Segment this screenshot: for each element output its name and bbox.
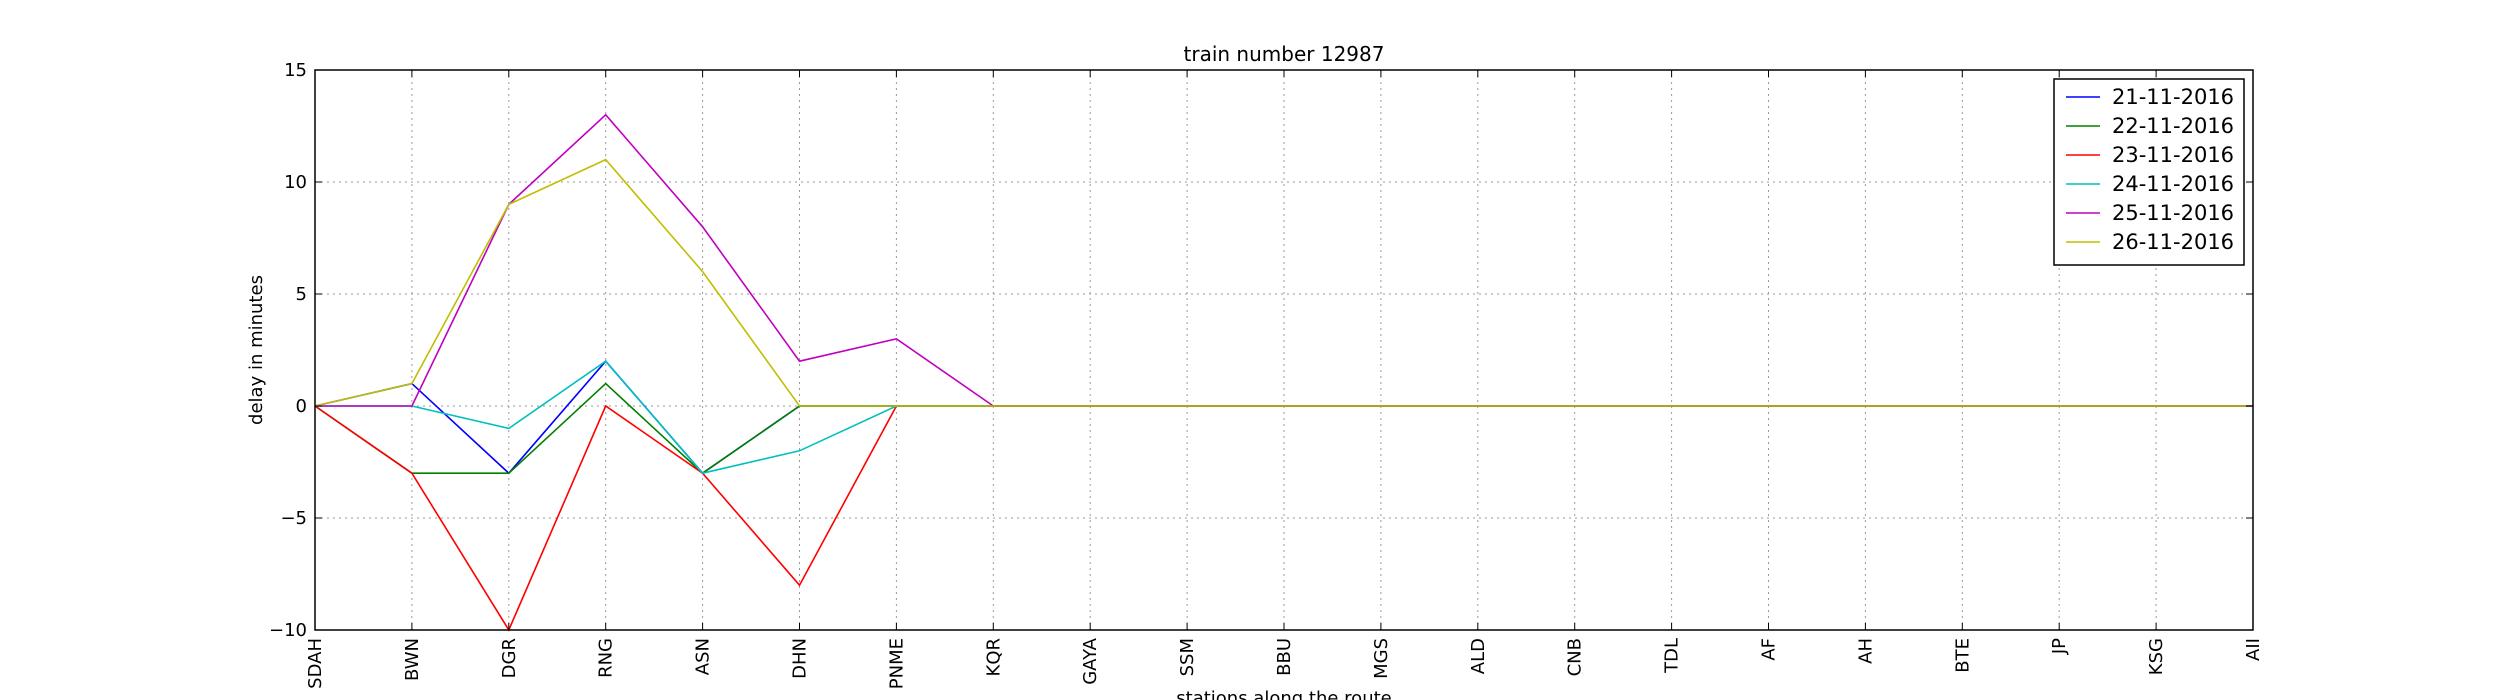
x-tick-label: SSM [1177,638,1198,676]
legend-box [2053,78,2245,266]
y-tick-label: 15 [284,60,307,81]
x-tick-label: KSG [2146,638,2167,675]
x-tick-label: GAYA [1080,637,1101,684]
x-tick-label: KQR [983,638,1004,676]
x-tick-label: DGR [499,638,520,678]
x-tick-label: ALD [1468,638,1489,674]
legend-label: 22-11-2016 [2112,114,2234,138]
x-tick-label: AH [1855,638,1876,664]
y-axis-ticks: −10 −5 0 5 10 15 [269,60,2253,641]
legend-label: 21-11-2016 [2112,85,2234,109]
x-tick-label: CNB [1565,638,1586,676]
x-tick-label: RNG [596,638,617,678]
x-axis-ticks: SDAH BWN DGR RNG ASN DHN PNME KQR GAYA SSM BBU MGS A… [305,70,2264,689]
y-tick-label: −10 [269,620,307,641]
x-tick-label: TDL [1662,638,1683,674]
x-tick-label: DHN [790,638,811,679]
legend-label: 24-11-2016 [2112,172,2234,196]
chart-title: train number 12987 [1184,42,1385,66]
x-tick-label: PNME [886,638,907,689]
series-line [314,158,2253,407]
x-tick-label: AII [2243,638,2264,661]
x-tick-label: SDAH [305,638,326,689]
x-tick-label: BWN [402,638,423,681]
x-axis-label: stations along the route [1176,688,1391,700]
legend-label: 25-11-2016 [2112,201,2234,225]
y-axis-label: delay in minutes [246,275,267,425]
y-tick-label: −5 [280,508,307,529]
y-tick-label: 10 [284,172,307,193]
legend-label: 23-11-2016 [2112,143,2234,167]
series-lines [314,113,2253,632]
x-tick-label: ASN [693,638,714,675]
x-tick-label: BBU [1274,638,1295,676]
x-tick-label: BTE [1952,638,1973,673]
legend: 21-11-2016 22-11-2016 23-11-2016 24-11-2016… [2053,78,2245,266]
y-tick-label: 5 [296,284,307,305]
y-tick-label: 0 [296,396,307,417]
legend-label: 26-11-2016 [2112,230,2234,254]
x-tick-label: AF [1759,638,1780,661]
x-tick-label: JP [2049,638,2070,655]
x-tick-label: MGS [1371,638,1392,679]
